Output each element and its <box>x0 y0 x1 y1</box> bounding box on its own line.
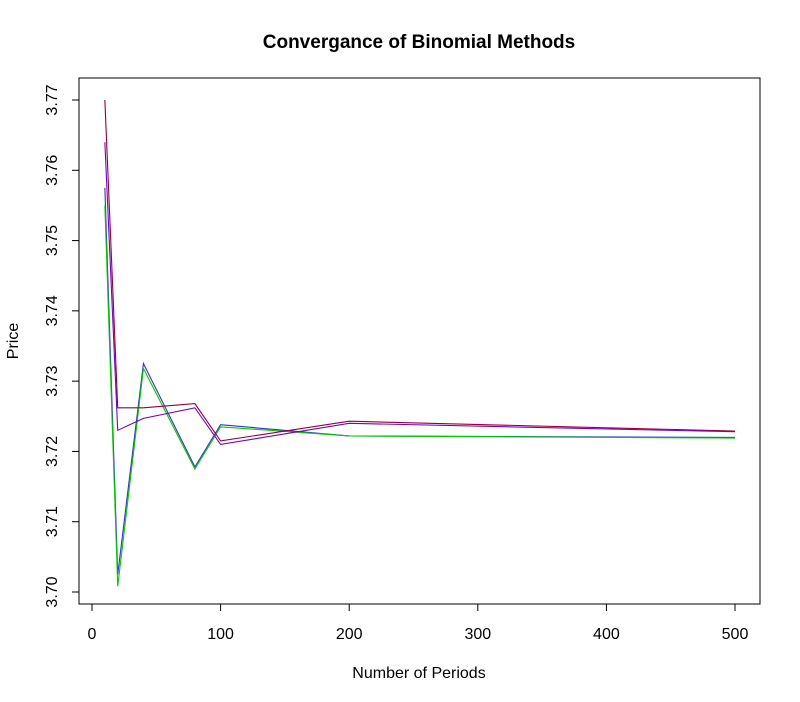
y-tick-label: 3.70 <box>44 576 61 607</box>
series-line-2 <box>104 205 736 587</box>
y-tick-label: 3.75 <box>44 225 61 256</box>
plot-frame <box>78 77 761 605</box>
x-tick-label: 100 <box>207 626 234 643</box>
x-tick-label: 0 <box>88 626 97 643</box>
y-tick-label: 3.76 <box>44 155 61 186</box>
series-line-1 <box>104 187 736 575</box>
series-layer <box>104 99 736 587</box>
y-tick-label: 3.71 <box>44 506 61 537</box>
y-axis-label: Price <box>5 323 22 360</box>
series-line-4 <box>104 142 736 445</box>
y-axis: 3.70 3.71 3.72 3.73 3.74 3.75 3.76 3.77 <box>44 84 80 608</box>
y-tick-label: 3.72 <box>44 436 61 467</box>
x-tick-label: 500 <box>722 626 749 643</box>
x-axis: 0 100 200 300 400 500 <box>88 603 749 643</box>
y-tick-label: 3.77 <box>44 84 61 115</box>
chart-title: Convergance of Binomial Methods <box>263 32 575 53</box>
x-tick-label: 400 <box>593 626 620 643</box>
y-tick-label: 3.74 <box>44 295 61 326</box>
y-tick-label: 3.73 <box>44 365 61 396</box>
series-line-3 <box>104 99 736 442</box>
x-axis-label: Number of Periods <box>352 665 485 682</box>
x-tick-label: 200 <box>336 626 363 643</box>
x-tick-label: 300 <box>464 626 491 643</box>
